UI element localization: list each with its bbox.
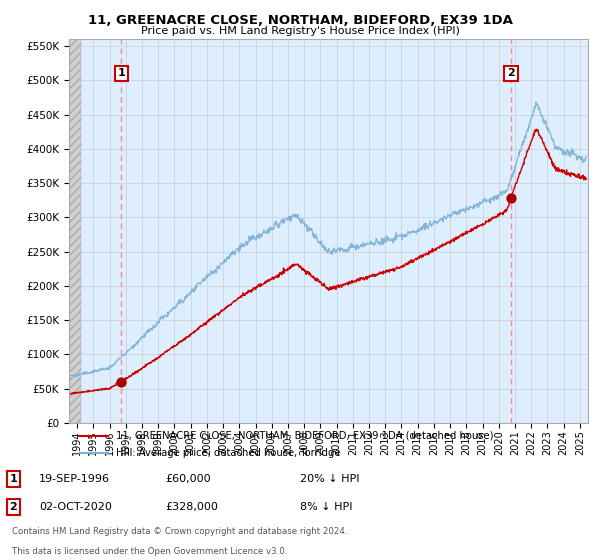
Text: Price paid vs. HM Land Registry's House Price Index (HPI): Price paid vs. HM Land Registry's House … [140,26,460,36]
Point [506,194,516,203]
Text: 02-OCT-2020: 02-OCT-2020 [39,502,112,512]
Text: 20% ↓ HPI: 20% ↓ HPI [300,474,359,484]
Text: 1: 1 [10,474,17,484]
Text: Contains HM Land Registry data © Crown copyright and database right 2024.: Contains HM Land Registry data © Crown c… [12,528,347,536]
Bar [69,39,81,423]
Text: £328,000: £328,000 [165,502,218,512]
Text: 2: 2 [507,68,515,78]
Text: 1: 1 [118,68,125,78]
Text: This data is licensed under the Open Government Licence v3.0.: This data is licensed under the Open Gov… [12,547,287,556]
Text: 8% ↓ HPI: 8% ↓ HPI [300,502,353,512]
Point [116,377,126,386]
Text: 19-SEP-1996: 19-SEP-1996 [39,474,110,484]
Text: 2: 2 [10,502,17,512]
Text: 11, GREENACRE CLOSE, NORTHAM, BIDEFORD, EX39 1DA (detached house): 11, GREENACRE CLOSE, NORTHAM, BIDEFORD, … [116,431,493,441]
Text: 11, GREENACRE CLOSE, NORTHAM, BIDEFORD, EX39 1DA: 11, GREENACRE CLOSE, NORTHAM, BIDEFORD, … [88,14,512,27]
Text: £60,000: £60,000 [165,474,211,484]
Text: HPI: Average price, detached house, Torridge: HPI: Average price, detached house, Torr… [116,448,340,458]
